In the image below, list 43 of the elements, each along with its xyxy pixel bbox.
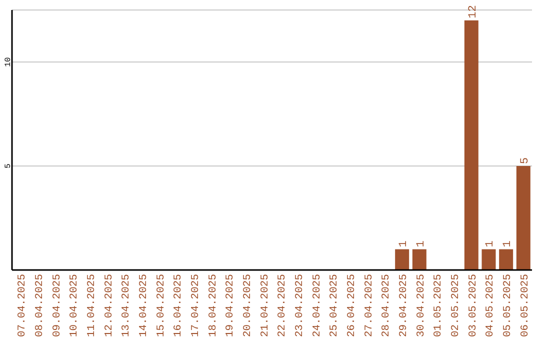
x-tick-label: 09.04.2025: [51, 274, 64, 338]
x-tick-label: 15.04.2025: [155, 274, 168, 338]
x-tick-label: 04.05.2025: [484, 274, 497, 338]
x-tick-label: 29.04.2025: [398, 274, 410, 338]
bar: [412, 249, 426, 270]
data-label: 5: [519, 157, 532, 164]
x-tick-label: 30.04.2025: [415, 274, 428, 338]
y-tick-label: 10: [4, 57, 13, 67]
x-tick-label: 07.04.2025: [16, 274, 29, 338]
bar: [482, 249, 496, 270]
x-tick-label: 06.05.2025: [519, 274, 532, 338]
data-label: 1: [398, 240, 410, 248]
x-tick-label: 02.05.2025: [450, 274, 462, 338]
x-tick-label: 12.04.2025: [103, 274, 116, 338]
bar: [464, 20, 478, 270]
x-tick-label: 17.04.2025: [190, 274, 202, 338]
x-tick-label: 05.05.2025: [502, 274, 514, 338]
x-tick-label: 01.05.2025: [432, 274, 445, 338]
x-tick-label: 14.04.2025: [138, 274, 150, 338]
x-tick-label: 08.04.2025: [34, 274, 46, 338]
data-label: 12: [467, 5, 480, 18]
data-label: 1: [415, 240, 428, 248]
bar: [499, 249, 514, 270]
data-label: 1: [484, 240, 497, 248]
x-tick-label: 27.04.2025: [363, 274, 376, 338]
x-tick-label: 10.04.2025: [68, 274, 81, 338]
x-tick-label: 25.04.2025: [328, 274, 341, 338]
x-tick-label: 28.04.2025: [380, 274, 393, 338]
x-tick-label: 18.04.2025: [207, 274, 220, 338]
x-tick-label: 26.04.2025: [346, 274, 358, 338]
data-label: 1: [502, 240, 514, 248]
x-tick-label: 24.04.2025: [311, 274, 324, 338]
x-tick-label: 19.04.2025: [224, 274, 237, 338]
x-tick-label: 03.05.2025: [467, 274, 480, 338]
x-tick-label: 21.04.2025: [259, 274, 272, 338]
x-tick-label: 20.04.2025: [242, 274, 254, 338]
bar: [395, 249, 410, 270]
x-tick-label: 23.04.2025: [294, 274, 306, 338]
x-tick-label: 22.04.2025: [276, 274, 289, 338]
x-tick-label: 16.04.2025: [172, 274, 185, 338]
bar: [516, 166, 530, 270]
x-tick-label: 11.04.2025: [86, 274, 98, 338]
x-tick-label: 13.04.2025: [120, 274, 133, 338]
